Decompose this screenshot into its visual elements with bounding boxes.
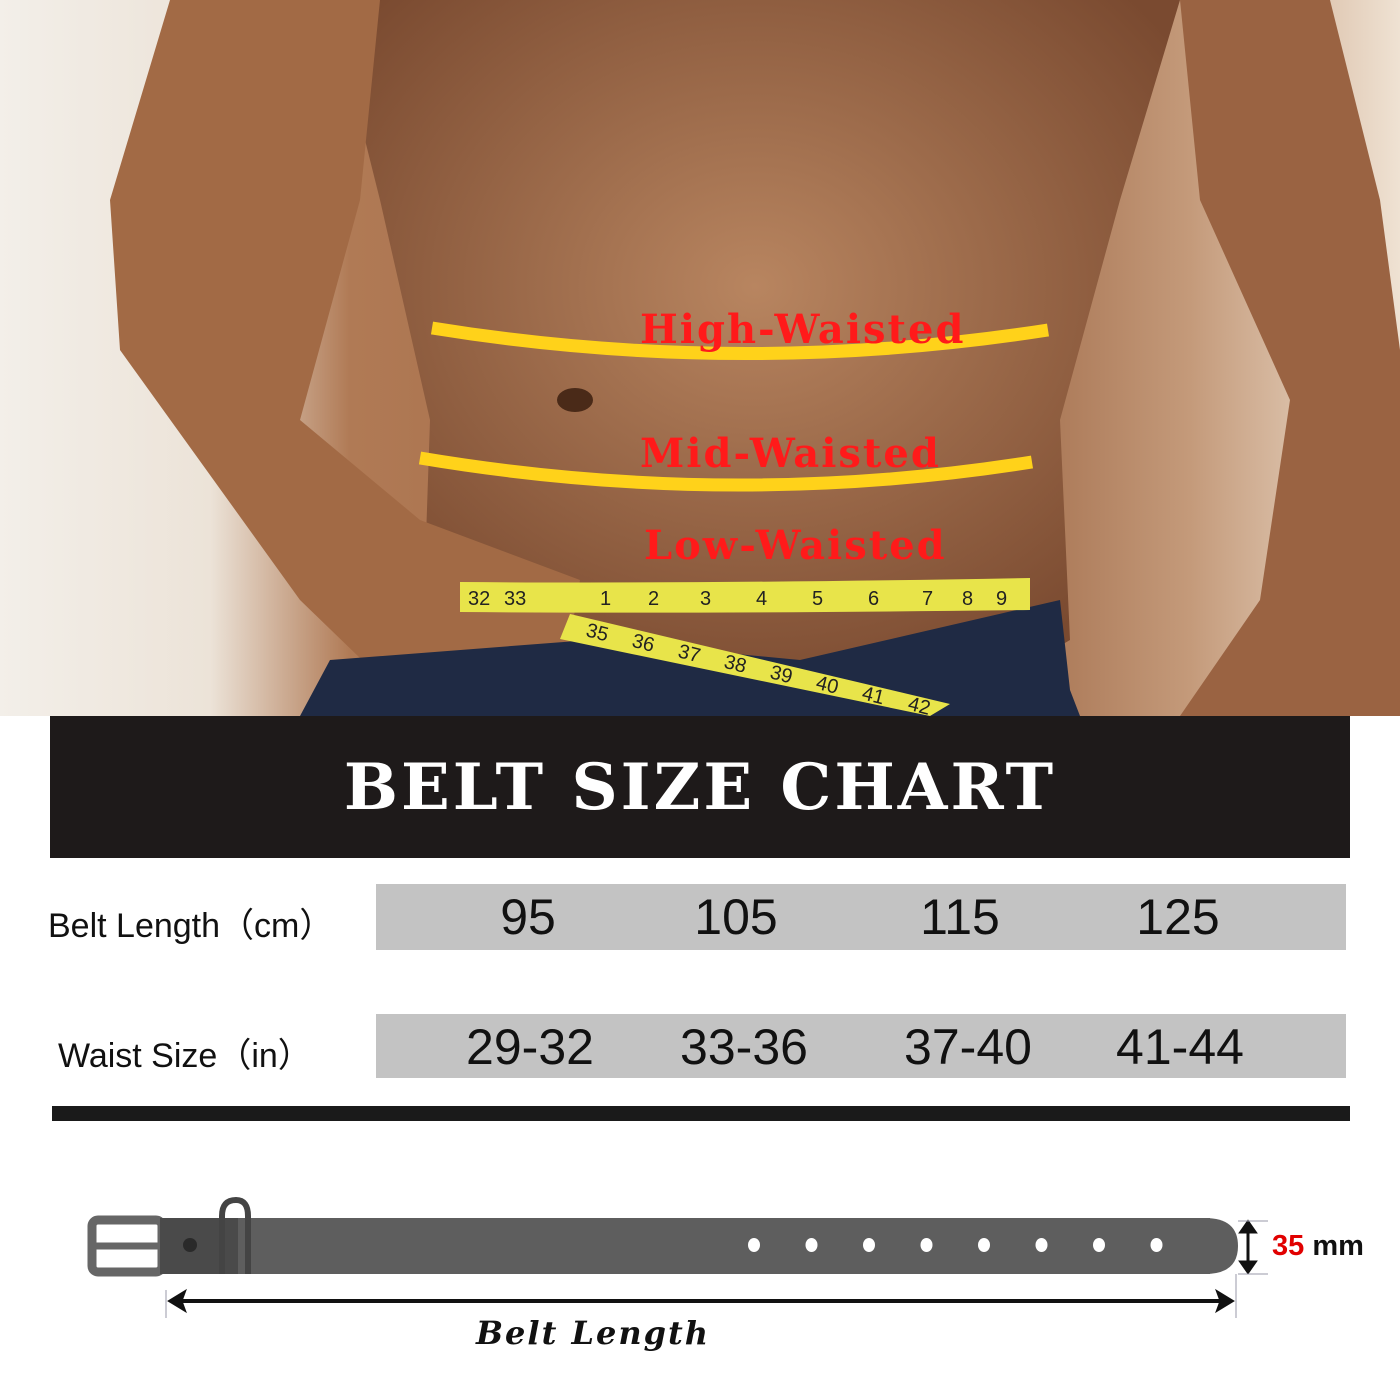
mid-waisted-label: Mid-Waisted [640, 430, 941, 477]
width-arrow-icon [1238, 1219, 1268, 1275]
belt-length-cell: 115 [920, 889, 1000, 945]
belt-hole [1150, 1238, 1163, 1252]
belt-length-cell: 95 [500, 889, 556, 945]
tape-number: 33 [504, 588, 526, 610]
title-banner: BELT SIZE CHART [50, 716, 1350, 858]
tape-number: 35 [584, 620, 611, 647]
waist-size-cell: 41-44 [1116, 1019, 1244, 1075]
waist-size-cell: 37-40 [904, 1019, 1032, 1075]
belt-strap [160, 1218, 1210, 1274]
belt-length-label: Belt Length（cm） [48, 907, 334, 945]
waist-size-row: 29-32 33-36 37-40 41-44 [376, 1014, 1346, 1078]
waist-size-cell: 33-36 [680, 1019, 808, 1075]
belt-width-unit: mm [1312, 1230, 1364, 1262]
mid-waist-line [418, 451, 1034, 492]
high-waist-line [430, 321, 1049, 361]
tape-number: 42 [906, 693, 933, 716]
tape-number: 5 [812, 588, 823, 610]
belt-rivet [183, 1238, 197, 1252]
belt-hole [978, 1238, 990, 1252]
belt-loop [219, 1196, 251, 1274]
waist-size-cell: 29-32 [466, 1019, 594, 1075]
belt-width-value: 35 [1272, 1230, 1305, 1262]
model-photo: 32 33 1 2 3 4 5 6 7 8 9 35 36 37 38 39 40 41 42 High-Wais… [0, 0, 1400, 716]
tape-number: 6 [868, 588, 879, 610]
photo-illustration: 32 33 1 2 3 4 5 6 7 8 9 35 36 37 38 39 40 41 42 [110, 0, 1400, 716]
tape-number: 32 [468, 588, 490, 610]
divider [52, 1106, 1350, 1121]
belt-hole [1035, 1238, 1048, 1252]
tape-number: 40 [814, 672, 841, 699]
belt-hole [920, 1238, 933, 1252]
tape-number: 38 [722, 651, 749, 678]
tape-number: 4 [756, 588, 767, 610]
tape-measure-lower [560, 614, 950, 716]
belt-diagram [87, 1196, 1268, 1318]
tape-number: 2 [648, 588, 659, 610]
tape-number: 1 [600, 588, 611, 610]
right-arm-shape [1180, 0, 1400, 716]
belt-hole [748, 1238, 760, 1252]
tape-number: 9 [996, 588, 1007, 610]
left-arm-shape [110, 0, 580, 716]
belt-width-label: 35 mm [1272, 1230, 1364, 1263]
belt-length-row: 95 105 115 125 [376, 884, 1346, 950]
tape-number: 41 [860, 683, 887, 710]
belt-length-caption: Belt Length [476, 1314, 711, 1352]
belt-buckle-icon [87, 1215, 167, 1277]
tape-number: 8 [962, 588, 973, 610]
belt-hole [805, 1238, 818, 1252]
tape-measure-upper [460, 578, 1030, 613]
waist-size-label: Waist Size（in） [58, 1037, 312, 1075]
high-waisted-label: High-Waisted [640, 306, 966, 353]
belt-tip [1205, 1218, 1238, 1274]
tape-number: 7 [922, 588, 933, 610]
length-arrow-icon [165, 1274, 1237, 1318]
tape-number: 36 [630, 630, 657, 657]
belt-hole [863, 1238, 875, 1252]
low-waisted-label: Low-Waisted [644, 522, 947, 569]
chart-title: BELT SIZE CHART [343, 749, 1057, 825]
belt-keeper [160, 1218, 238, 1274]
tape-number: 39 [768, 662, 795, 689]
belt-length-cell: 125 [1136, 889, 1220, 945]
belt-length-cell: 105 [694, 889, 778, 945]
tape-number: 3 [700, 588, 711, 610]
tape-number: 37 [676, 641, 703, 668]
belt-hole [1093, 1238, 1105, 1252]
navel [557, 388, 593, 412]
